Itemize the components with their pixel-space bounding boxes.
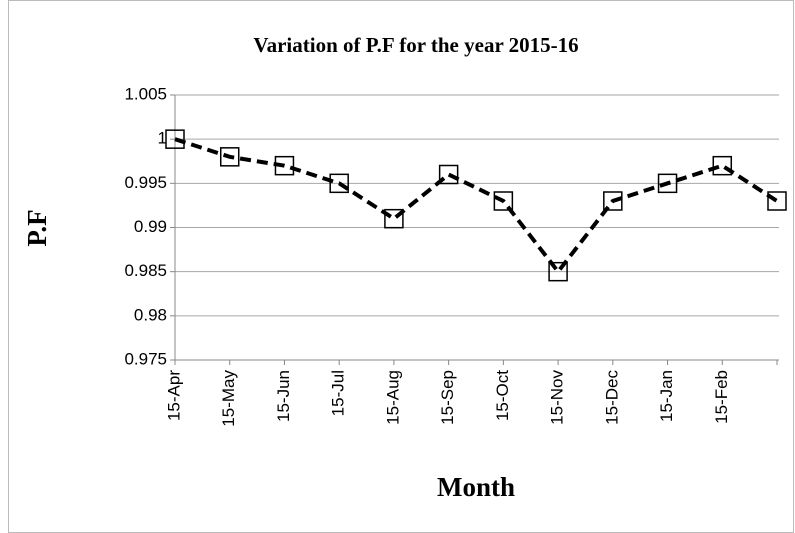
marker xyxy=(493,191,514,211)
y-tick-label: 0.975 xyxy=(124,349,167,368)
chart-title: Variation of P.F for the year 2015-16 xyxy=(253,33,578,57)
x-tick-label: 15-Oct xyxy=(493,370,512,421)
y-tick-label: 1 xyxy=(158,129,167,148)
x-tick-label: 15-May xyxy=(219,370,238,427)
marker xyxy=(384,208,404,229)
y-axis-label: P.F xyxy=(22,209,52,246)
x-tick-label: 15-Jan xyxy=(657,370,676,422)
y-tick-label: 0.98 xyxy=(134,305,167,324)
y-tick-label: 0.985 xyxy=(124,261,167,280)
marker xyxy=(712,155,733,176)
x-tick-label: 15-Jun xyxy=(274,370,293,422)
marker xyxy=(767,191,787,211)
marker xyxy=(548,261,568,282)
y-tick-label: 1.005 xyxy=(124,84,167,103)
x-tick-label: 15-Sep xyxy=(438,370,457,425)
marker xyxy=(165,129,185,149)
marker xyxy=(603,191,623,211)
marker xyxy=(219,147,240,167)
marker xyxy=(329,173,349,194)
y-tick-label: 0.995 xyxy=(124,173,167,192)
marker xyxy=(274,155,295,176)
x-tick-label: 15-Dec xyxy=(602,370,621,425)
marker xyxy=(438,164,459,185)
x-tick-label: 15-Nov xyxy=(548,370,567,425)
x-tick-label: 15-Apr xyxy=(164,370,183,421)
x-axis-label: Month xyxy=(437,472,515,502)
chart-frame xyxy=(8,0,794,533)
x-tick-label: 15-Feb xyxy=(712,370,731,424)
y-tick-label: 0.99 xyxy=(134,217,167,236)
x-tick-label: 15-Aug xyxy=(383,370,402,425)
marker xyxy=(657,173,678,194)
x-tick-label: 15-Jul xyxy=(329,370,348,416)
